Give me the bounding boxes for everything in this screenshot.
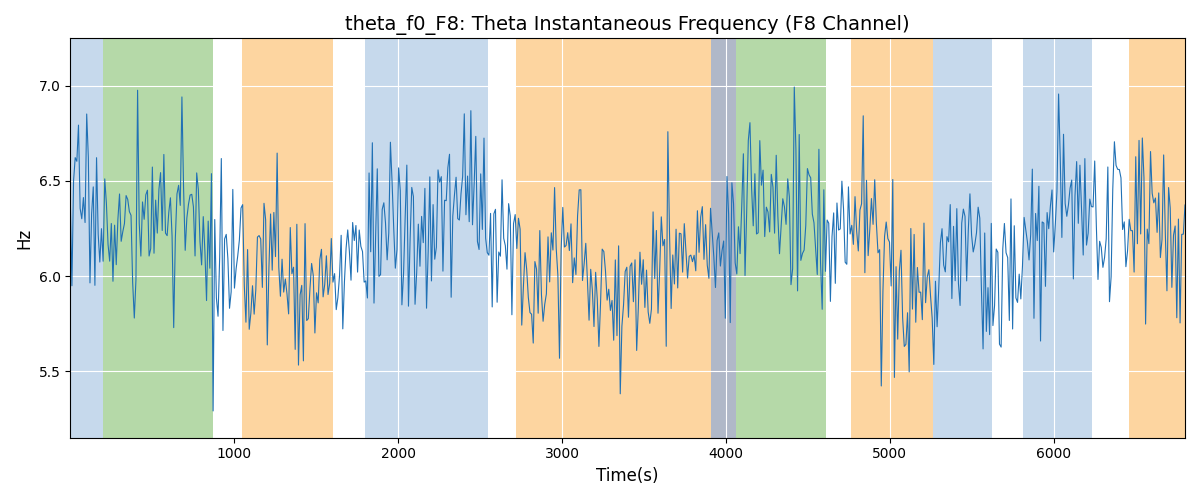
Bar — [851, 38, 932, 438]
Bar — [712, 38, 736, 438]
Bar — [932, 38, 991, 438]
Bar — [242, 38, 332, 438]
Bar — [516, 38, 712, 438]
Bar — [1129, 38, 1184, 438]
Bar — [1022, 38, 1092, 438]
X-axis label: Time(s): Time(s) — [596, 467, 659, 485]
Bar — [103, 38, 212, 438]
Bar — [71, 38, 103, 438]
Bar — [1092, 38, 1129, 438]
Bar — [488, 38, 516, 438]
Bar — [332, 38, 365, 438]
Title: theta_f0_F8: Theta Instantaneous Frequency (F8 Channel): theta_f0_F8: Theta Instantaneous Frequen… — [346, 15, 910, 35]
Bar — [826, 38, 851, 438]
Y-axis label: Hz: Hz — [16, 228, 34, 248]
Bar — [365, 38, 488, 438]
Bar — [212, 38, 242, 438]
Bar — [736, 38, 826, 438]
Bar — [991, 38, 1022, 438]
